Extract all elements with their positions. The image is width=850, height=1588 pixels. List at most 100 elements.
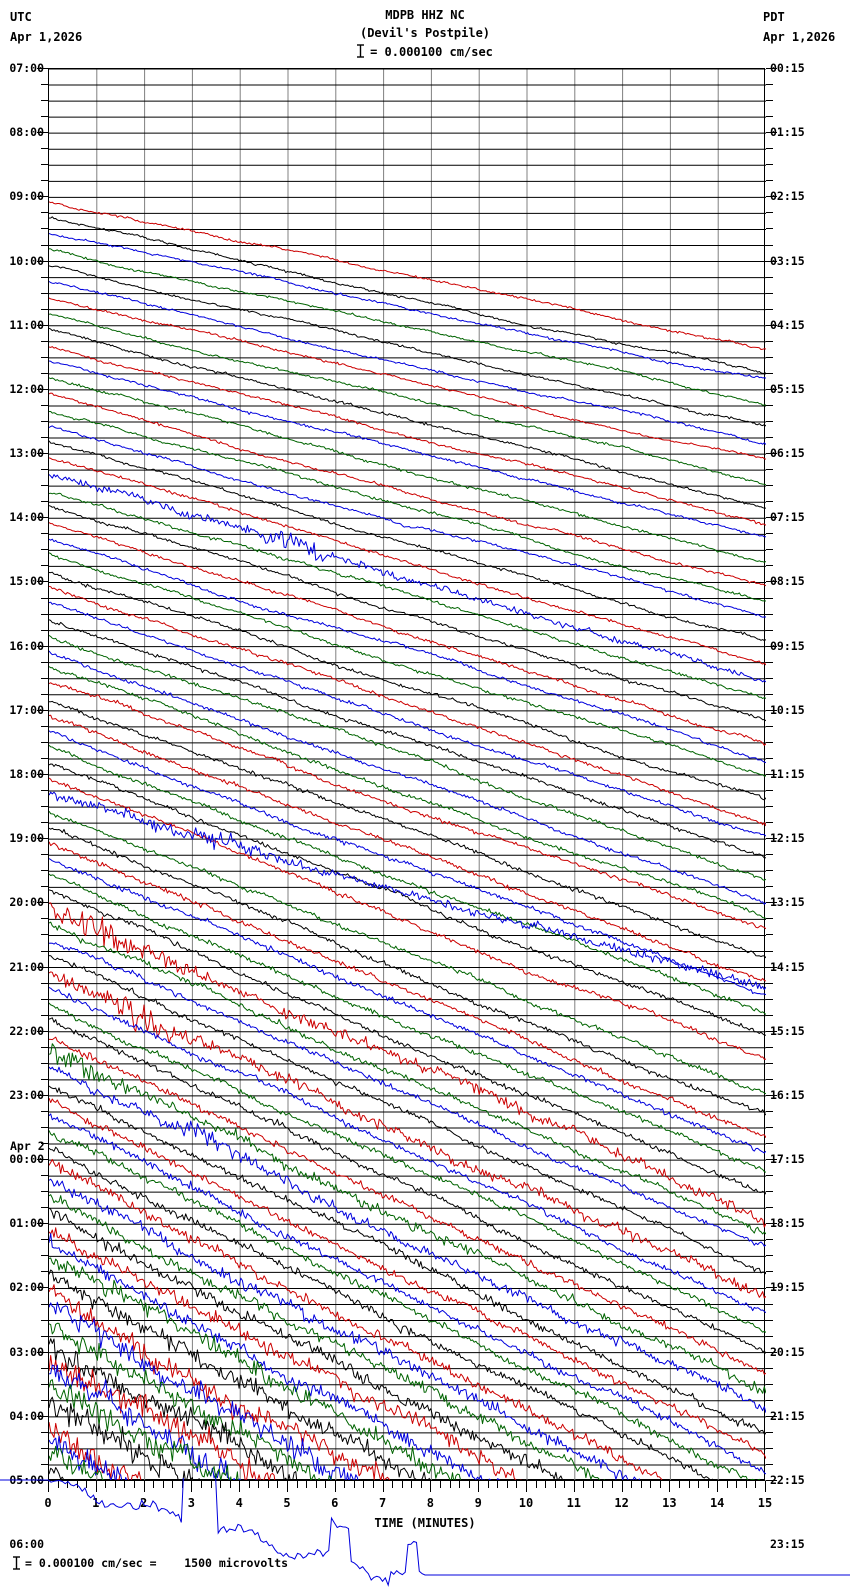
x-tick-mark bbox=[726, 1481, 728, 1488]
x-tick-mark bbox=[526, 1481, 527, 1492]
pdt-tick-label: 07:15 bbox=[770, 510, 805, 525]
utc-tick-label: 21:00 bbox=[9, 959, 44, 974]
y-tick-mark bbox=[41, 1431, 48, 1433]
x-tick-mark bbox=[602, 1481, 604, 1488]
x-tick-mark bbox=[583, 1481, 585, 1488]
x-axis-line bbox=[48, 1480, 765, 1481]
pdt-tick-label: 14:15 bbox=[770, 959, 805, 974]
x-tick-mark bbox=[545, 1481, 547, 1488]
y-tick-mark bbox=[41, 790, 48, 792]
x-tick-mark bbox=[229, 1481, 231, 1488]
y-tick-mark bbox=[37, 1159, 48, 1161]
y-tick-mark bbox=[766, 1287, 777, 1289]
y-tick-mark bbox=[41, 1110, 48, 1112]
x-tick-label: 12 bbox=[614, 1496, 629, 1510]
utc-tick-label: 18:00 bbox=[9, 767, 44, 781]
y-tick-mark bbox=[41, 725, 48, 727]
x-tick-mark bbox=[162, 1481, 164, 1488]
y-tick-mark bbox=[41, 164, 48, 166]
y-tick-mark bbox=[41, 918, 48, 920]
x-tick-mark bbox=[612, 1481, 614, 1488]
y-tick-mark bbox=[41, 693, 48, 695]
y-tick-mark bbox=[766, 372, 773, 374]
y-tick-mark bbox=[766, 1223, 777, 1225]
x-tick-mark bbox=[306, 1481, 308, 1488]
y-tick-mark bbox=[41, 1191, 48, 1193]
y-tick-mark bbox=[766, 1480, 777, 1481]
y-tick-mark bbox=[766, 870, 773, 872]
x-tick-label: 9 bbox=[474, 1496, 482, 1510]
y-tick-mark bbox=[41, 757, 48, 759]
x-tick-mark bbox=[124, 1481, 126, 1488]
x-tick-mark bbox=[621, 1481, 623, 1492]
y-tick-mark bbox=[766, 1447, 773, 1449]
helicorder-plot[interactable] bbox=[48, 68, 766, 1481]
y-tick-mark bbox=[41, 741, 48, 743]
y-tick-mark bbox=[766, 661, 773, 663]
x-tick-mark bbox=[181, 1481, 183, 1488]
y-tick-mark bbox=[41, 1014, 48, 1016]
y-tick-mark bbox=[766, 741, 773, 743]
y-tick-mark bbox=[41, 597, 48, 599]
y-tick-mark bbox=[41, 340, 48, 342]
y-tick-mark bbox=[766, 340, 773, 342]
x-tick-label: 0 bbox=[44, 1496, 52, 1510]
x-tick-mark bbox=[573, 1481, 575, 1492]
y-tick-mark bbox=[766, 838, 777, 840]
y-tick-mark bbox=[766, 533, 773, 535]
x-tick-mark bbox=[334, 1481, 336, 1492]
y-tick-mark bbox=[41, 1319, 48, 1321]
x-tick-label: 15 bbox=[757, 1496, 773, 1510]
pdt-tick-label: 16:15 bbox=[770, 1087, 805, 1102]
pdt-tick-label: 13:15 bbox=[770, 895, 805, 910]
y-tick-mark bbox=[41, 372, 48, 374]
pdt-tick-label: 03:15 bbox=[770, 253, 805, 268]
utc-tick-label: 12:00 bbox=[9, 381, 44, 396]
y-tick-mark bbox=[37, 966, 48, 968]
pdt-tick-label: 09:15 bbox=[770, 638, 805, 653]
station-code-title: MDPB HHZ NC bbox=[385, 8, 465, 22]
utc-tick-label: 08:00 bbox=[9, 125, 44, 140]
y-tick-mark bbox=[37, 68, 48, 69]
station-name-title: (Devil's Postpile) bbox=[359, 26, 491, 40]
y-tick-mark bbox=[766, 725, 773, 727]
x-tick-mark bbox=[516, 1481, 518, 1488]
x-tick-mark bbox=[659, 1481, 661, 1488]
x-tick-mark bbox=[86, 1481, 88, 1488]
pdt-tick-label: 12:15 bbox=[770, 831, 805, 846]
x-tick-mark bbox=[420, 1481, 422, 1488]
y-tick-mark bbox=[766, 982, 773, 984]
y-tick-mark bbox=[766, 180, 773, 182]
x-tick-label: 13 bbox=[662, 1496, 677, 1510]
y-tick-mark bbox=[766, 164, 773, 166]
y-tick-mark bbox=[766, 68, 777, 69]
y-tick-mark bbox=[766, 1078, 773, 1080]
y-tick-mark bbox=[766, 485, 773, 487]
y-tick-mark bbox=[766, 693, 773, 695]
day-marker-label: Apr 2 bbox=[10, 1139, 45, 1154]
y-tick-mark bbox=[41, 501, 48, 503]
y-tick-mark bbox=[41, 1239, 48, 1241]
y-tick-mark bbox=[766, 1255, 773, 1257]
y-tick-mark bbox=[766, 1351, 777, 1353]
x-tick-mark bbox=[382, 1481, 384, 1492]
pdt-tick-label: 22:15 bbox=[770, 1473, 805, 1487]
y-tick-mark bbox=[41, 421, 48, 422]
y-tick-mark bbox=[766, 100, 773, 102]
y-tick-mark bbox=[41, 1175, 48, 1177]
x-tick-mark bbox=[564, 1481, 566, 1488]
x-tick-mark bbox=[535, 1481, 537, 1488]
x-tick-mark bbox=[459, 1481, 461, 1488]
y-tick-mark bbox=[766, 1367, 773, 1369]
y-tick-mark bbox=[41, 100, 48, 102]
x-tick-mark bbox=[296, 1481, 298, 1488]
y-tick-mark bbox=[766, 356, 773, 358]
y-tick-mark bbox=[766, 1062, 773, 1064]
y-tick-mark bbox=[766, 1335, 773, 1337]
y-tick-mark bbox=[766, 998, 773, 1000]
y-tick-mark bbox=[37, 1351, 48, 1353]
y-tick-mark bbox=[766, 918, 773, 920]
pdt-tick-label: 20:15 bbox=[770, 1344, 805, 1359]
y-tick-mark bbox=[41, 148, 48, 150]
y-tick-mark bbox=[41, 356, 48, 358]
